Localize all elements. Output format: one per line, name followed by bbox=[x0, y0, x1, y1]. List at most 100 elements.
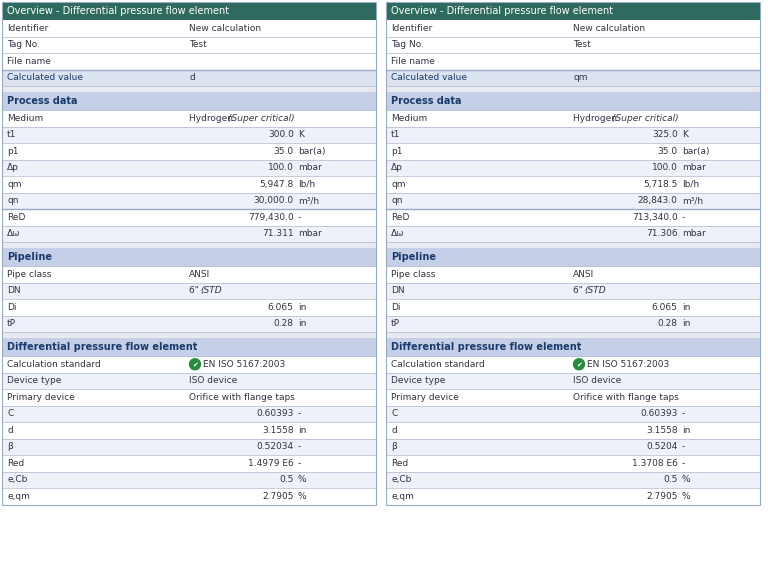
Text: Device type: Device type bbox=[7, 376, 61, 385]
Bar bbox=[2, 316, 376, 332]
Bar bbox=[2, 472, 376, 488]
Text: Calculation standard: Calculation standard bbox=[391, 360, 485, 369]
Bar bbox=[386, 299, 760, 316]
Text: β: β bbox=[391, 442, 397, 451]
Bar bbox=[386, 389, 760, 406]
Text: 0.52034: 0.52034 bbox=[257, 442, 293, 451]
Text: 71.311: 71.311 bbox=[262, 229, 293, 238]
Bar bbox=[386, 332, 760, 338]
Text: File name: File name bbox=[391, 57, 435, 66]
Text: m³/h: m³/h bbox=[682, 196, 703, 205]
Text: e,Cb: e,Cb bbox=[391, 475, 412, 484]
Bar bbox=[386, 127, 760, 143]
Text: 6.065: 6.065 bbox=[652, 303, 677, 312]
Text: %: % bbox=[682, 475, 690, 484]
Text: Primary device: Primary device bbox=[7, 393, 74, 401]
Text: ReD: ReD bbox=[7, 213, 25, 222]
Text: C: C bbox=[7, 410, 13, 418]
Text: EN ISO 5167:2003: EN ISO 5167:2003 bbox=[587, 360, 669, 369]
Text: Tag No.: Tag No. bbox=[391, 40, 424, 50]
Bar bbox=[2, 20, 376, 36]
Text: -: - bbox=[298, 442, 301, 451]
Text: -: - bbox=[298, 410, 301, 418]
Text: mbar: mbar bbox=[682, 163, 706, 172]
Text: Pipe class: Pipe class bbox=[7, 270, 51, 279]
Text: in: in bbox=[682, 426, 690, 435]
Text: (Super critical): (Super critical) bbox=[228, 113, 294, 123]
Text: Di: Di bbox=[7, 303, 16, 312]
Bar bbox=[2, 110, 376, 127]
Bar bbox=[2, 332, 376, 338]
Bar bbox=[2, 266, 376, 282]
Text: 0.60393: 0.60393 bbox=[257, 410, 293, 418]
Text: New calculation: New calculation bbox=[573, 24, 645, 33]
Bar bbox=[2, 299, 376, 316]
Text: ISO device: ISO device bbox=[573, 376, 621, 385]
Bar bbox=[2, 53, 376, 70]
Bar bbox=[2, 225, 376, 242]
Text: (STD: (STD bbox=[200, 286, 222, 295]
Text: (Super critical): (Super critical) bbox=[612, 113, 678, 123]
Bar bbox=[2, 438, 376, 455]
Text: 5,947.8: 5,947.8 bbox=[260, 180, 293, 189]
Bar bbox=[386, 356, 760, 373]
Text: Identifier: Identifier bbox=[7, 24, 48, 33]
Text: in: in bbox=[682, 303, 690, 312]
Bar bbox=[386, 2, 760, 20]
Bar bbox=[386, 20, 760, 36]
Bar bbox=[386, 242, 760, 248]
Bar bbox=[2, 86, 376, 92]
Text: Hydrogen: Hydrogen bbox=[189, 113, 236, 123]
Text: 35.0: 35.0 bbox=[657, 147, 677, 156]
Bar bbox=[2, 92, 376, 110]
Text: Differential pressure flow element: Differential pressure flow element bbox=[7, 342, 197, 352]
Text: ISO device: ISO device bbox=[189, 376, 237, 385]
Text: qm: qm bbox=[7, 180, 22, 189]
Text: %: % bbox=[682, 492, 690, 501]
Bar bbox=[2, 176, 376, 192]
Text: -: - bbox=[682, 213, 685, 222]
Text: ReD: ReD bbox=[391, 213, 409, 222]
Bar bbox=[2, 455, 376, 472]
Bar bbox=[386, 455, 760, 472]
Bar bbox=[2, 242, 376, 248]
Text: Test: Test bbox=[573, 40, 591, 50]
Text: Differential pressure flow element: Differential pressure flow element bbox=[391, 342, 581, 352]
Text: Device type: Device type bbox=[391, 376, 445, 385]
Text: Pipeline: Pipeline bbox=[7, 252, 52, 262]
Text: 100.0: 100.0 bbox=[652, 163, 677, 172]
Text: bar(a): bar(a) bbox=[682, 147, 709, 156]
Text: Overview - Differential pressure flow element: Overview - Differential pressure flow el… bbox=[7, 6, 229, 16]
Text: Tag No.: Tag No. bbox=[7, 40, 40, 50]
Bar bbox=[386, 282, 760, 299]
Bar bbox=[386, 406, 760, 422]
Text: d: d bbox=[7, 426, 13, 435]
Text: Calculated value: Calculated value bbox=[391, 73, 467, 82]
Text: 325.0: 325.0 bbox=[652, 130, 677, 139]
Text: tP: tP bbox=[7, 319, 16, 328]
Bar bbox=[2, 2, 376, 505]
Text: ANSI: ANSI bbox=[189, 270, 210, 279]
Text: 71.306: 71.306 bbox=[646, 229, 677, 238]
Bar bbox=[2, 356, 376, 373]
Bar bbox=[386, 176, 760, 192]
Bar bbox=[2, 406, 376, 422]
Text: Process data: Process data bbox=[391, 96, 462, 106]
Bar bbox=[386, 225, 760, 242]
Bar bbox=[386, 472, 760, 488]
Text: 713,340.0: 713,340.0 bbox=[632, 213, 677, 222]
Text: t1: t1 bbox=[7, 130, 16, 139]
Bar bbox=[2, 160, 376, 176]
Text: Hydrogen: Hydrogen bbox=[573, 113, 620, 123]
Text: 2.7905: 2.7905 bbox=[646, 492, 677, 501]
Bar bbox=[2, 422, 376, 438]
Text: Identifier: Identifier bbox=[391, 24, 432, 33]
Bar bbox=[386, 422, 760, 438]
Text: Calculated value: Calculated value bbox=[7, 73, 83, 82]
Text: 779,430.0: 779,430.0 bbox=[248, 213, 293, 222]
Bar bbox=[386, 373, 760, 389]
Text: tP: tP bbox=[391, 319, 400, 328]
Text: Di: Di bbox=[391, 303, 400, 312]
Text: Δp: Δp bbox=[391, 163, 403, 172]
Text: 35.0: 35.0 bbox=[273, 147, 293, 156]
